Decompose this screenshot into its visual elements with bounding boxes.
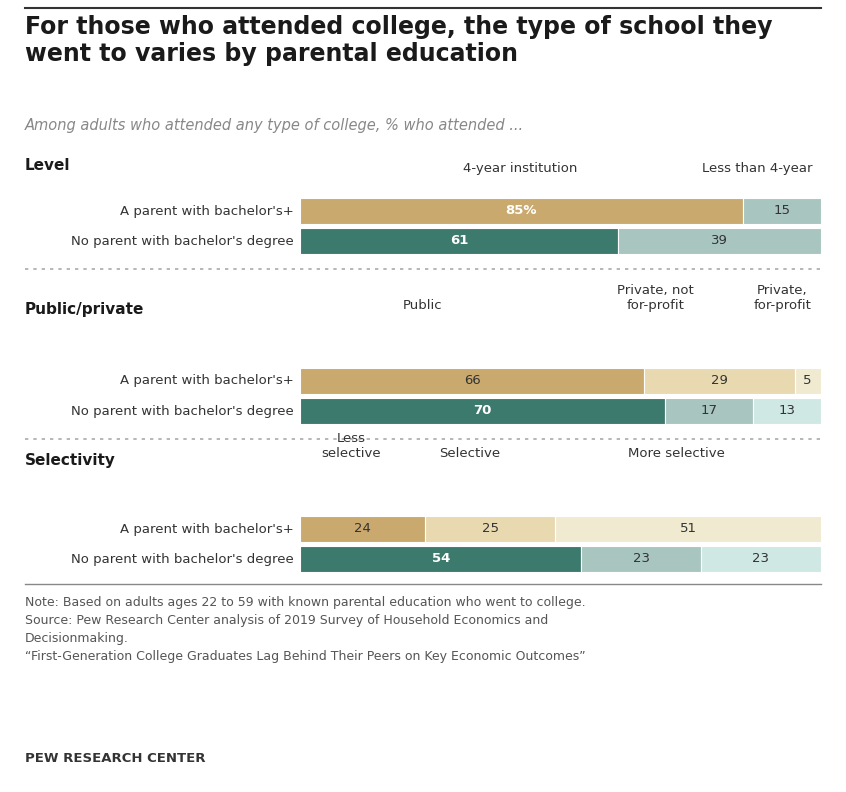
- Text: 51: 51: [679, 523, 696, 535]
- Text: 17: 17: [700, 405, 717, 417]
- Text: A parent with bachelor's+: A parent with bachelor's+: [120, 375, 294, 387]
- Text: 15: 15: [773, 204, 790, 218]
- Bar: [300, 228, 618, 254]
- Text: Public/private: Public/private: [25, 302, 145, 317]
- Text: 4-year institution: 4-year institution: [463, 162, 578, 175]
- Bar: [753, 398, 821, 424]
- Text: 13: 13: [778, 405, 795, 417]
- Text: More selective: More selective: [629, 447, 725, 460]
- Bar: [618, 228, 821, 254]
- Bar: [426, 516, 555, 542]
- Bar: [300, 198, 743, 224]
- Text: 85%: 85%: [506, 204, 537, 218]
- Text: Private,
for-profit: Private, for-profit: [754, 284, 811, 312]
- Bar: [581, 546, 701, 572]
- Text: 5: 5: [804, 375, 812, 387]
- Bar: [300, 546, 581, 572]
- Text: 25: 25: [481, 523, 499, 535]
- Bar: [664, 398, 753, 424]
- Text: Less
selective: Less selective: [321, 432, 381, 460]
- Bar: [555, 516, 821, 542]
- Text: No parent with bachelor's degree: No parent with bachelor's degree: [71, 553, 294, 565]
- Bar: [300, 398, 665, 424]
- Text: Public: Public: [404, 299, 442, 312]
- Text: Less than 4-year: Less than 4-year: [702, 162, 812, 175]
- Text: Level: Level: [25, 158, 70, 173]
- Text: No parent with bachelor's degree: No parent with bachelor's degree: [71, 405, 294, 417]
- Bar: [300, 516, 426, 542]
- Text: 54: 54: [431, 553, 450, 565]
- Text: 23: 23: [752, 553, 769, 565]
- Text: 61: 61: [450, 234, 468, 247]
- Text: 39: 39: [711, 234, 728, 247]
- Text: 23: 23: [633, 553, 650, 565]
- Text: PEW RESEARCH CENTER: PEW RESEARCH CENTER: [25, 752, 206, 765]
- Bar: [794, 368, 821, 394]
- Bar: [743, 198, 821, 224]
- Bar: [644, 368, 794, 394]
- Text: No parent with bachelor's degree: No parent with bachelor's degree: [71, 234, 294, 247]
- Text: A parent with bachelor's+: A parent with bachelor's+: [120, 204, 294, 218]
- Bar: [300, 368, 644, 394]
- Text: 29: 29: [711, 375, 728, 387]
- Text: For those who attended college, the type of school they
went to varies by parent: For those who attended college, the type…: [25, 15, 772, 66]
- Text: Selectivity: Selectivity: [25, 453, 116, 468]
- Text: A parent with bachelor's+: A parent with bachelor's+: [120, 523, 294, 535]
- Bar: [701, 546, 821, 572]
- Text: 70: 70: [473, 405, 492, 417]
- Text: 66: 66: [464, 375, 481, 387]
- Text: 24: 24: [354, 523, 371, 535]
- Text: Selective: Selective: [439, 447, 500, 460]
- Text: Among adults who attended any type of college, % who attended ...: Among adults who attended any type of co…: [25, 118, 525, 133]
- Text: Note: Based on adults ages 22 to 59 with known parental education who went to co: Note: Based on adults ages 22 to 59 with…: [25, 596, 585, 663]
- Text: Private, not
for-profit: Private, not for-profit: [618, 284, 694, 312]
